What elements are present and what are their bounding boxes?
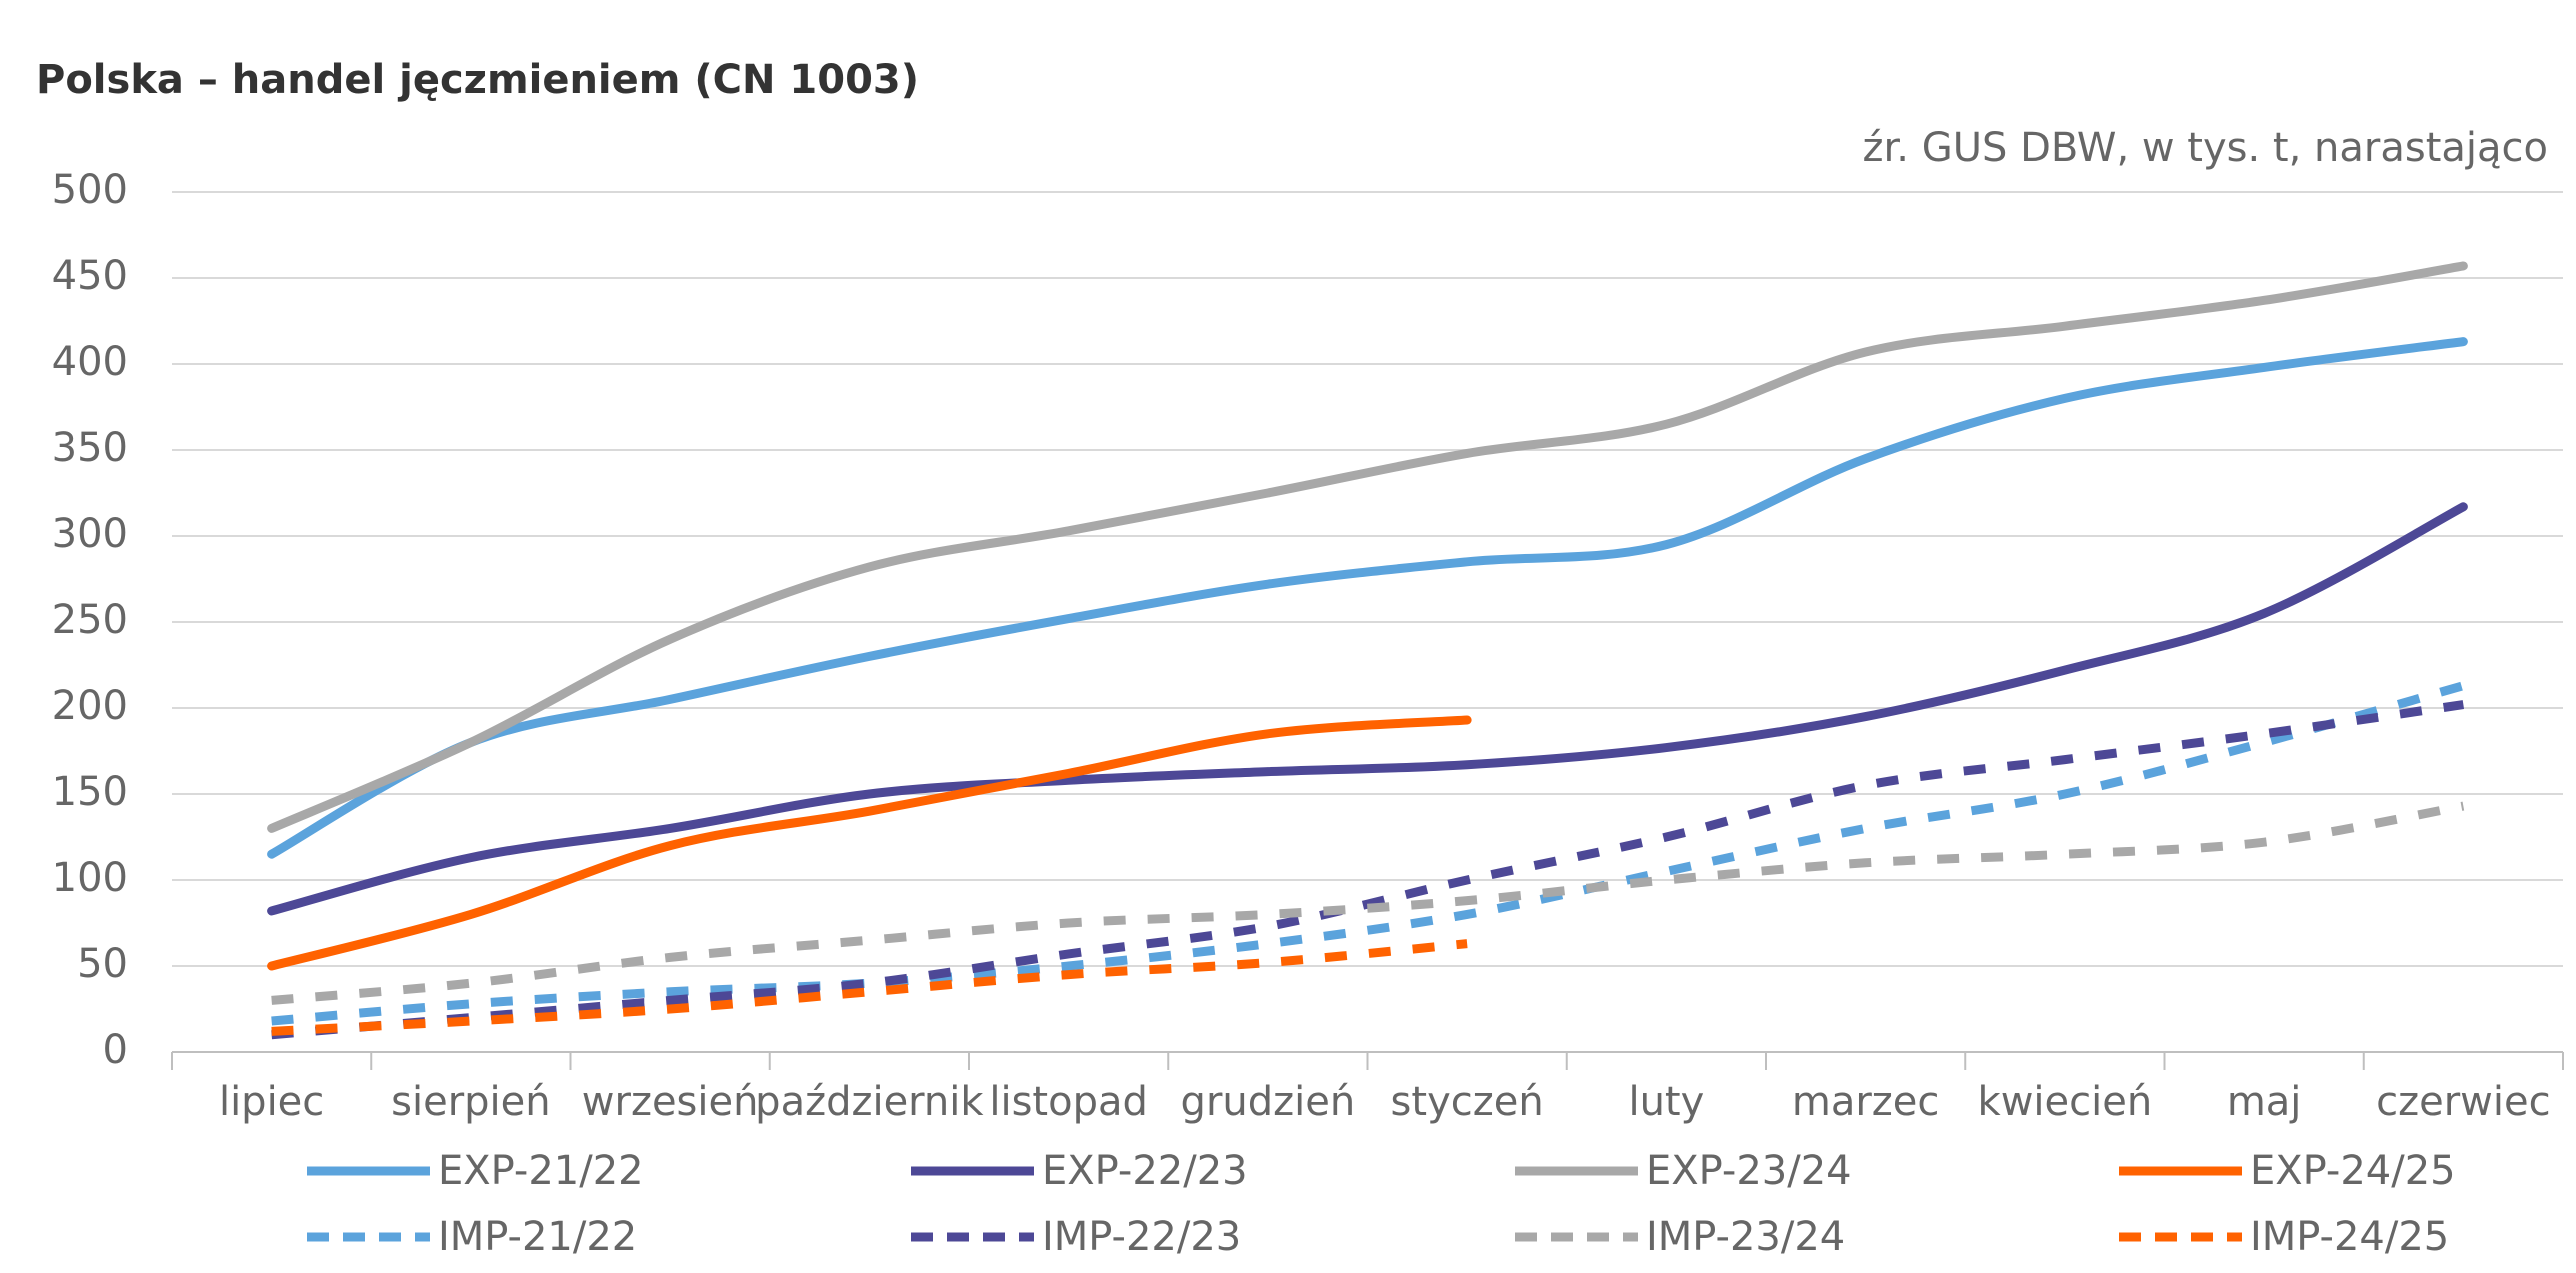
- y-tick-label: 400: [52, 339, 128, 385]
- legend-label: IMP-22/23: [1042, 1214, 1241, 1260]
- legend-label: EXP-22/23: [1042, 1148, 1248, 1194]
- x-tick-label: czerwiec: [2376, 1079, 2550, 1125]
- y-tick-label: 200: [52, 683, 128, 729]
- legend-label: IMP-23/24: [1646, 1214, 1845, 1260]
- legend-label: EXP-24/25: [2250, 1148, 2456, 1194]
- x-tick-label: luty: [1628, 1079, 1704, 1125]
- y-tick-label: 50: [77, 941, 128, 987]
- series-line: [267, 715, 1472, 971]
- y-tick-label: 100: [52, 855, 128, 901]
- x-tick-label: sierpień: [391, 1079, 550, 1125]
- y-tick-label: 150: [52, 769, 128, 815]
- y-tick-label: 0: [103, 1027, 128, 1073]
- series-line: [267, 337, 2468, 859]
- x-tick-label: listopad: [989, 1079, 1148, 1125]
- y-tick-label: 350: [52, 425, 128, 471]
- legend-label: IMP-21/22: [438, 1214, 637, 1260]
- y-tick-label: 500: [52, 167, 128, 213]
- x-tick-label: kwiecień: [1978, 1079, 2153, 1125]
- legend-label: IMP-24/25: [2250, 1214, 2449, 1260]
- x-tick-label: grudzień: [1181, 1079, 1356, 1125]
- x-tick-label: wrzesień: [582, 1079, 759, 1125]
- chart-subtitle: źr. GUS DBW, w tys. t, narastająco: [1863, 125, 2549, 171]
- legend-label: EXP-21/22: [438, 1148, 644, 1194]
- chart-title: Polska – handel jęczmieniem (CN 1003): [36, 57, 919, 103]
- series-line: [271, 681, 2465, 1026]
- x-tick-label: marzec: [1792, 1079, 1940, 1125]
- series-line: [267, 261, 2468, 833]
- series-line: [267, 502, 2468, 916]
- x-tick-label: październik: [755, 1079, 984, 1125]
- y-tick-label: 250: [52, 597, 128, 643]
- legend-label: EXP-23/24: [1646, 1148, 1852, 1194]
- series-line: [271, 801, 2465, 1005]
- x-tick-label: maj: [2227, 1079, 2302, 1125]
- x-tick-label: styczeń: [1391, 1079, 1544, 1125]
- y-tick-label: 300: [52, 511, 128, 557]
- x-tick-label: lipiec: [219, 1079, 324, 1125]
- y-tick-label: 450: [52, 253, 128, 299]
